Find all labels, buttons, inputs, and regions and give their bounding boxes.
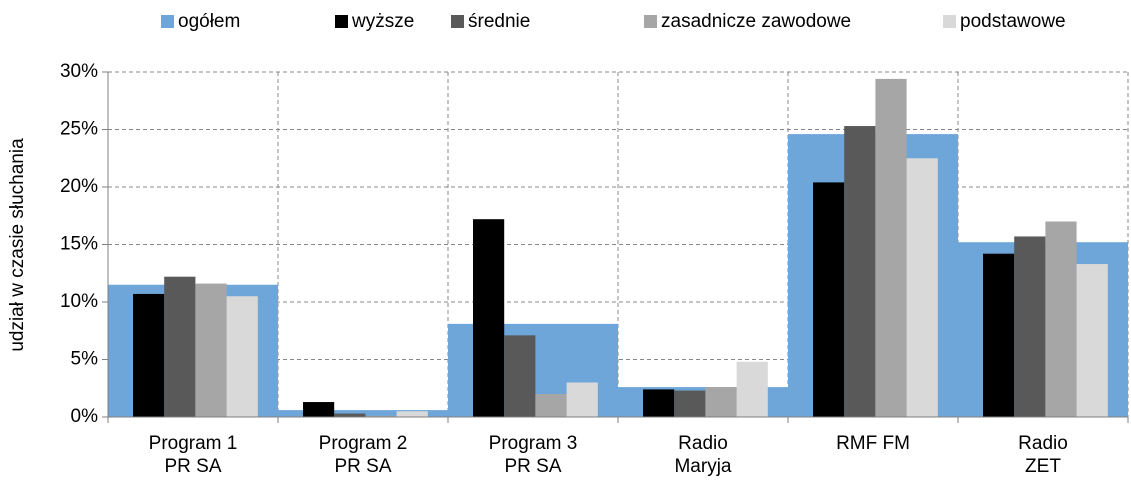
bar bbox=[164, 276, 196, 417]
x-tick-label: Radio ZET bbox=[1018, 433, 1068, 477]
y-tick-label: 5% bbox=[71, 349, 99, 370]
bar bbox=[1076, 264, 1108, 417]
bar bbox=[535, 394, 567, 417]
y-tick-label: 10% bbox=[60, 291, 98, 312]
bar bbox=[504, 335, 536, 417]
x-tick-label: RMF FM bbox=[836, 433, 910, 454]
bar bbox=[813, 182, 845, 417]
y-tick-label: 30% bbox=[60, 61, 98, 82]
x-tick-label: Program 3 PR SA bbox=[488, 433, 578, 477]
bar bbox=[736, 361, 768, 417]
x-tick-label: Program 2 PR SA bbox=[318, 433, 408, 477]
bar bbox=[705, 387, 737, 417]
legend-swatch bbox=[644, 15, 657, 28]
bar bbox=[643, 389, 675, 417]
y-tick-label: 25% bbox=[60, 119, 98, 140]
legend-label: podstawowe bbox=[960, 11, 1066, 32]
legend-label: zasadnicze zawodowe bbox=[661, 11, 851, 32]
bar bbox=[303, 402, 335, 417]
bar bbox=[365, 415, 397, 417]
x-tick-label: Program 1 PR SA bbox=[148, 433, 238, 477]
bar bbox=[334, 413, 366, 417]
bar bbox=[983, 253, 1015, 417]
legend-swatch bbox=[161, 15, 174, 28]
legend-label: ogółem bbox=[178, 11, 240, 32]
bar bbox=[566, 382, 598, 417]
bar bbox=[473, 219, 505, 417]
legend-swatch bbox=[335, 15, 348, 28]
legend-label: średnie bbox=[468, 11, 530, 32]
bar bbox=[674, 390, 706, 417]
bar bbox=[906, 158, 938, 417]
bar bbox=[875, 78, 907, 418]
x-tick-label: Radio Maryja bbox=[674, 433, 732, 477]
bar bbox=[1045, 221, 1077, 417]
bar bbox=[1014, 236, 1046, 417]
bar bbox=[133, 293, 165, 417]
bar bbox=[396, 411, 428, 417]
bar bbox=[226, 296, 258, 417]
y-tick-label: 15% bbox=[60, 234, 98, 255]
bar bbox=[844, 126, 876, 418]
legend-label: wyższe bbox=[351, 11, 414, 32]
y-tick-label: 20% bbox=[60, 176, 98, 197]
bar bbox=[195, 283, 227, 417]
legend-swatch bbox=[943, 15, 956, 28]
y-tick-label: 0% bbox=[71, 406, 99, 427]
y-axis-label: udział w czasie słuchania bbox=[7, 138, 28, 352]
legend-swatch bbox=[451, 15, 464, 28]
